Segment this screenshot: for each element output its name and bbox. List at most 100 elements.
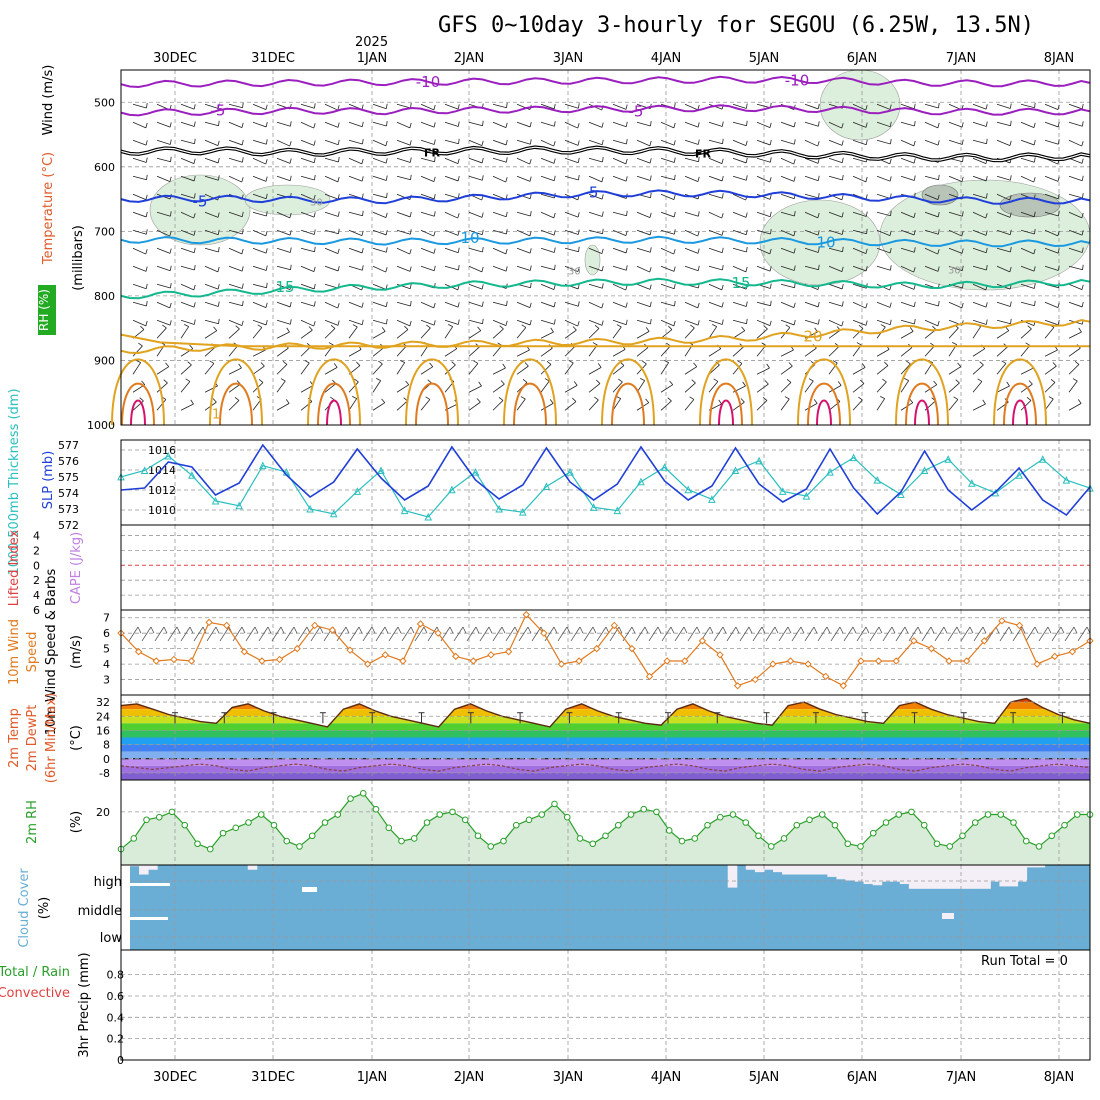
wind-barb <box>732 301 747 307</box>
wind-barb <box>204 247 219 253</box>
wind-barb <box>300 175 315 181</box>
wind-barb-flag <box>770 300 772 306</box>
rh-point <box>895 811 903 818</box>
wind-barb-flag <box>817 212 820 218</box>
wind-barb-flag <box>282 361 288 365</box>
wind-barb <box>660 211 675 218</box>
temp-band <box>121 702 1090 710</box>
wind-barb <box>372 363 383 375</box>
wind-barb-flag <box>434 156 436 162</box>
wind-barb <box>588 211 603 217</box>
wind-barb-flag <box>889 302 892 308</box>
wind-barb-flag <box>616 324 622 328</box>
wind-barb <box>1044 121 1059 128</box>
wind-barb <box>972 326 982 339</box>
wind-barb-flag <box>953 396 959 400</box>
wind-barb <box>564 329 577 339</box>
wind-barb <box>660 193 675 200</box>
wind-barb-flag <box>650 247 652 253</box>
wind-barb <box>468 265 483 273</box>
wind-barb <box>684 399 695 411</box>
wind-barb-flag <box>794 282 796 288</box>
surface-barb <box>180 626 191 642</box>
wind-barb <box>732 121 747 127</box>
wind-barb-flag <box>481 229 484 235</box>
wind-barb-flag <box>241 248 244 254</box>
wind-barb-flag <box>721 121 724 127</box>
wind-barb-flag <box>577 157 580 163</box>
wind-barb <box>252 327 263 339</box>
isotherm-label--5: -5 <box>584 184 599 202</box>
rh-point <box>729 811 737 818</box>
thickness-point <box>731 466 740 474</box>
surface-barb <box>1012 626 1023 642</box>
surface-barb-flag <box>566 626 571 634</box>
wind-barb <box>372 121 387 127</box>
wind-barb-flag <box>769 320 772 326</box>
wind-barb-flag <box>433 320 436 326</box>
wind-barb-flag <box>194 193 196 199</box>
wind-barb-flag <box>242 102 244 108</box>
wind-barb-flag <box>361 158 364 164</box>
thickness-point <box>258 461 267 470</box>
wind-barb-flag <box>289 212 292 218</box>
wind-barb <box>756 211 771 218</box>
surface-barb-flag <box>878 626 883 634</box>
wind-barb <box>468 211 483 218</box>
wind-barb-flag <box>1081 212 1084 218</box>
wind-barb <box>636 175 651 181</box>
wind-barb-flag <box>217 103 220 109</box>
wind-barb <box>516 301 531 308</box>
wind-barb <box>636 301 651 308</box>
wind-speed-point <box>962 657 971 665</box>
surface-contour <box>993 358 1047 426</box>
wind-barb-flag <box>265 302 268 308</box>
wind-barb-flag <box>169 320 172 326</box>
wind-barb-flag <box>618 378 623 383</box>
wind-barb <box>1068 347 1081 357</box>
wind-barb-flag <box>385 175 388 181</box>
wind-barb-flag <box>361 104 364 110</box>
wind-barb-flag <box>521 324 527 328</box>
wind-barb <box>1044 247 1059 254</box>
wind-barb-flag <box>409 249 412 255</box>
wind-barb-flag <box>813 399 818 404</box>
wind-barb-flag <box>185 378 191 382</box>
isotherm-label-10: 10 <box>816 233 835 251</box>
wind-barb <box>492 383 505 393</box>
wind-barb <box>516 247 531 254</box>
wind-barb-flag <box>289 141 292 147</box>
wind-barb-flag <box>1010 318 1012 324</box>
clear-sky <box>1017 865 1028 882</box>
wind-barb <box>684 265 699 272</box>
rh-point <box>869 829 877 837</box>
wind-speed-point <box>469 657 478 665</box>
wind-barb <box>132 211 147 218</box>
wind-barb-flag <box>289 301 292 308</box>
wind-barb <box>516 398 526 411</box>
wind-barb-flag <box>880 396 885 399</box>
wind-barb-flag <box>817 175 820 181</box>
wind-barb-flag <box>433 265 436 271</box>
wind-barb-flag <box>193 121 196 127</box>
wind-barb-flag <box>170 156 172 162</box>
rh-shade-dark <box>999 192 1061 218</box>
thickness-point <box>542 482 551 491</box>
wind-barb-flag <box>649 212 652 218</box>
wind-barb-flag <box>506 102 508 108</box>
wind-barb-flag <box>938 300 940 307</box>
ylabel-cape: CAPE (J/kg) <box>69 532 84 604</box>
wind-barb <box>732 103 747 109</box>
wind-barb-flag <box>457 247 460 253</box>
wind-barb <box>1044 211 1059 217</box>
wind-barb-flag <box>601 265 604 272</box>
thickness-point <box>518 508 527 516</box>
wind-barb <box>300 401 313 411</box>
rh-tick-20: 20 <box>96 806 110 819</box>
wind-barb <box>756 319 771 326</box>
wind-barb-flag <box>193 319 196 325</box>
wind-barb <box>756 121 771 128</box>
surface-contour <box>718 399 734 426</box>
